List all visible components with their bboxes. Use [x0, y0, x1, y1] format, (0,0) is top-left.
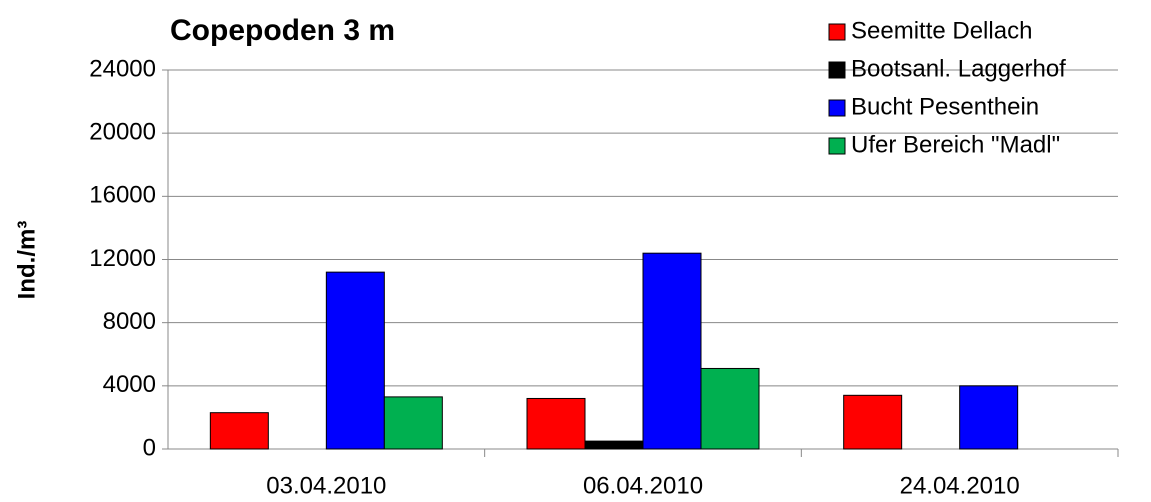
bar — [325, 271, 385, 450]
bar — [642, 252, 702, 450]
bar — [959, 385, 1019, 450]
legend-swatch — [828, 23, 846, 41]
legend-label: Bootsanl. Laggerhof — [851, 55, 1066, 82]
bar — [843, 394, 903, 450]
chart-title: Copepoden 3 m — [170, 14, 395, 47]
y-tick-label: 0 — [143, 434, 156, 461]
bar — [584, 440, 644, 450]
legend-label: Seemitte Dellach — [851, 17, 1032, 44]
x-tick-label: 03.04.2010 — [266, 472, 386, 499]
bar — [700, 367, 760, 450]
y-tick-label: 16000 — [89, 182, 156, 209]
x-tick-label: 06.04.2010 — [583, 472, 703, 499]
legend-swatch — [828, 137, 846, 155]
y-tick-label: 12000 — [89, 245, 156, 272]
y-tick-label: 4000 — [103, 371, 156, 398]
legend-swatch — [828, 61, 846, 79]
bar — [209, 412, 269, 450]
x-tick-label: 24.04.2010 — [900, 472, 1020, 499]
y-tick-label: 20000 — [89, 119, 156, 146]
legend-label: Bucht Pesenthein — [851, 93, 1039, 120]
legend-swatch — [828, 99, 846, 117]
legend-label: Ufer Bereich "Madl" — [851, 131, 1060, 158]
bar — [526, 397, 586, 450]
bar — [383, 396, 443, 450]
y-tick-label: 24000 — [89, 55, 156, 82]
y-axis-label: Ind./m³ — [13, 221, 40, 300]
y-tick-label: 8000 — [103, 308, 156, 335]
